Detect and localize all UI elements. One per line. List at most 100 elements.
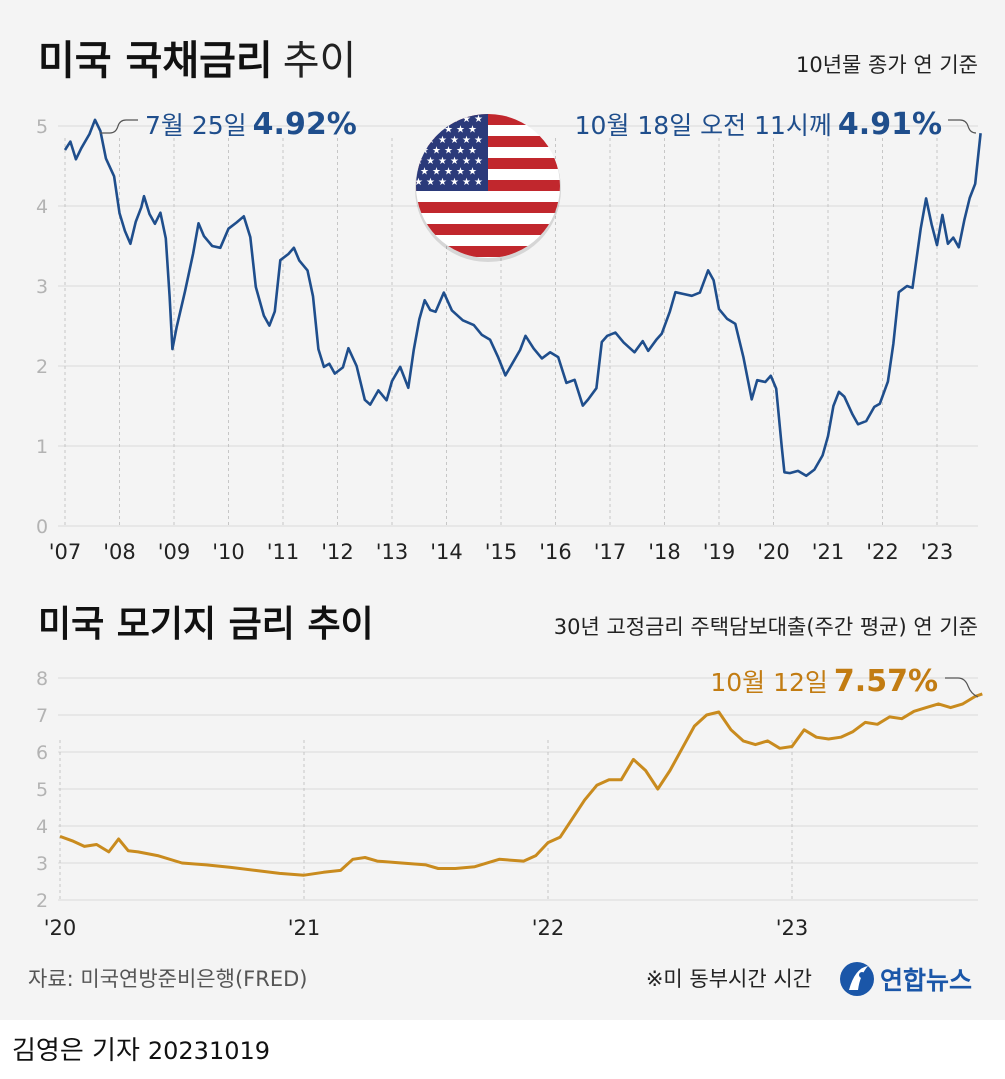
chart2-y-tick-label: 4 <box>36 816 48 838</box>
chart2-x-tick-label: '21 <box>288 916 321 940</box>
annotation-2-leader <box>948 119 977 134</box>
chart1-y-tick-label: 1 <box>36 436 48 458</box>
chart2-y-tick-label: 3 <box>36 853 48 875</box>
chart1-title: 미국 국채금리 추이 <box>38 38 356 84</box>
chart1-x-tick-label: '16 <box>539 540 572 564</box>
flag-star-icon: ★ <box>474 114 483 125</box>
chart1-x-tick-label: '17 <box>594 540 627 564</box>
chart1-x-tick-label: '20 <box>757 540 790 564</box>
chart1-x-tick-label: '10 <box>212 540 245 564</box>
flag-star-icon: ★ <box>450 114 459 125</box>
chart2-y-tick-label: 6 <box>36 742 48 764</box>
byline: 김영은 기자 20231019 <box>12 1030 270 1067</box>
flag-star-icon: ★ <box>438 114 447 125</box>
chart1-y-tick-label: 4 <box>36 196 48 218</box>
chart2-x-axis: '20 '21 '22 '23 <box>44 916 809 940</box>
flag-star-icon: ★ <box>456 146 465 157</box>
annotation-2-label: 10월 18일 오전 11시께 4.91% <box>575 107 942 142</box>
yonhap-logo-text: 연합뉴스 <box>880 966 972 995</box>
flag-star-icon: ★ <box>426 156 435 167</box>
chart1-vertical-gridlines <box>64 138 938 526</box>
chart1-x-tick-label: '09 <box>158 540 191 564</box>
chart2-gridlines <box>58 677 978 901</box>
flag-star-icon: ★ <box>432 167 441 178</box>
flag-star-icon: ★ <box>414 177 423 188</box>
flag-star-icon: ★ <box>444 125 453 136</box>
flag-star-icon: ★ <box>414 135 423 146</box>
yonhap-logo-icon <box>840 962 874 996</box>
timezone-note: ※미 동부시간 시간 <box>646 967 812 991</box>
chart1-x-axis: '07 '08 '09 '10 '11 '12 '13 '14 '15 '16 '17 '18 '19 '… <box>49 540 954 564</box>
chart1-x-tick-label: '23 <box>921 540 954 564</box>
flag-star-icon: ★ <box>456 125 465 136</box>
flag-star-icon: ★ <box>444 167 453 178</box>
flag-star-icon: ★ <box>432 146 441 157</box>
flag-star-icon: ★ <box>468 125 477 136</box>
flag-star-icon: ★ <box>414 156 423 167</box>
flag-star-icon: ★ <box>426 177 435 188</box>
flag-star-icon: ★ <box>468 167 477 178</box>
flag-star-icon: ★ <box>426 114 435 125</box>
chart1-y-tick-label: 3 <box>36 276 48 298</box>
chart1-series-line <box>63 118 982 478</box>
chart2-x-tick-label: '20 <box>44 916 77 940</box>
flag-star-icon: ★ <box>462 177 471 188</box>
chart2-x-tick-label: '22 <box>532 916 565 940</box>
flag-star-icon: ★ <box>462 135 471 146</box>
flag-star-icon: ★ <box>462 114 471 125</box>
chart1-x-tick-label: '12 <box>321 540 354 564</box>
flag-star-icon: ★ <box>444 146 453 157</box>
annotation-1-leader <box>100 119 138 134</box>
flag-star-icon: ★ <box>474 177 483 188</box>
flag-star-icon: ★ <box>450 177 459 188</box>
annotation-3-label: 10월 12일 7.57% <box>710 664 938 699</box>
flag-star-icon: ★ <box>414 114 423 125</box>
source-text: 자료: 미국연방준비은행(FRED) <box>28 967 307 991</box>
chart1-x-tick-label: '13 <box>376 540 409 564</box>
flag-star-icon: ★ <box>456 167 465 178</box>
flag-star-icon: ★ <box>420 167 429 178</box>
chart1-x-tick-label: '22 <box>866 540 899 564</box>
chart2-y-axis: 2 3 4 5 6 7 8 <box>36 668 48 912</box>
us-flag-icon: ★ ★ ★ ★ ★ ★★ ★ ★ ★ ★★ ★ ★ ★ ★ ★★ ★ ★ ★ ★★ ★ ★ ★ ★ ★★ ★ ★ ★ ★★ ★ ★ ★ ★ ★ <box>414 114 561 262</box>
chart2-y-tick-label: 2 <box>36 890 48 912</box>
chart1-x-tick-label: '19 <box>703 540 736 564</box>
chart2-series-line <box>59 692 983 877</box>
flag-star-icon: ★ <box>438 156 447 167</box>
chart1-subtitle: 10년물 종가 연 기준 <box>796 53 978 77</box>
chart1-y-tick-label: 5 <box>36 116 48 138</box>
flag-star-icon: ★ <box>474 156 483 167</box>
flag-star-icon: ★ <box>468 146 477 157</box>
flag-star-icon: ★ <box>450 135 459 146</box>
flag-star-icon: ★ <box>426 135 435 146</box>
flag-star-icon: ★ <box>462 156 471 167</box>
chart2-vertical-gridlines <box>59 740 793 900</box>
chart1-x-tick-label: '18 <box>648 540 681 564</box>
chart1-y-tick-label: 2 <box>36 356 48 378</box>
chart1-y-axis: 0 1 2 3 4 5 <box>36 116 48 538</box>
chart2-subtitle: 30년 고정금리 주택담보대출(주간 평균) 연 기준 <box>554 615 978 639</box>
chart1-x-tick-label: '15 <box>485 540 518 564</box>
chart2-y-tick-label: 5 <box>36 779 48 801</box>
chart1-x-tick-label: '07 <box>49 540 82 564</box>
annotation-1-label: 7월 25일 4.92% <box>145 107 357 142</box>
publish-date: 20231019 <box>147 1037 271 1065</box>
flag-star-icon: ★ <box>438 135 447 146</box>
chart2-x-tick-label: '23 <box>776 916 809 940</box>
chart1-x-tick-label: '14 <box>430 540 463 564</box>
chart1-x-tick-label: '08 <box>103 540 136 564</box>
flag-star-icon: ★ <box>450 156 459 167</box>
chart2-title: 미국 모기지 금리 추이 <box>38 604 374 645</box>
chart2-y-tick-label: 7 <box>36 705 48 727</box>
reporter-name: 김영은 기자 <box>12 1036 140 1066</box>
chart1-x-tick-label: '21 <box>812 540 845 564</box>
chart2-y-tick-label: 8 <box>36 668 48 690</box>
flag-star-icon: ★ <box>474 135 483 146</box>
chart1-y-tick-label: 0 <box>36 516 48 538</box>
annotation-3-leader <box>945 677 979 698</box>
flag-star-icon: ★ <box>438 177 447 188</box>
flag-star-icon: ★ <box>420 146 429 157</box>
chart1-x-tick-label: '11 <box>267 540 300 564</box>
